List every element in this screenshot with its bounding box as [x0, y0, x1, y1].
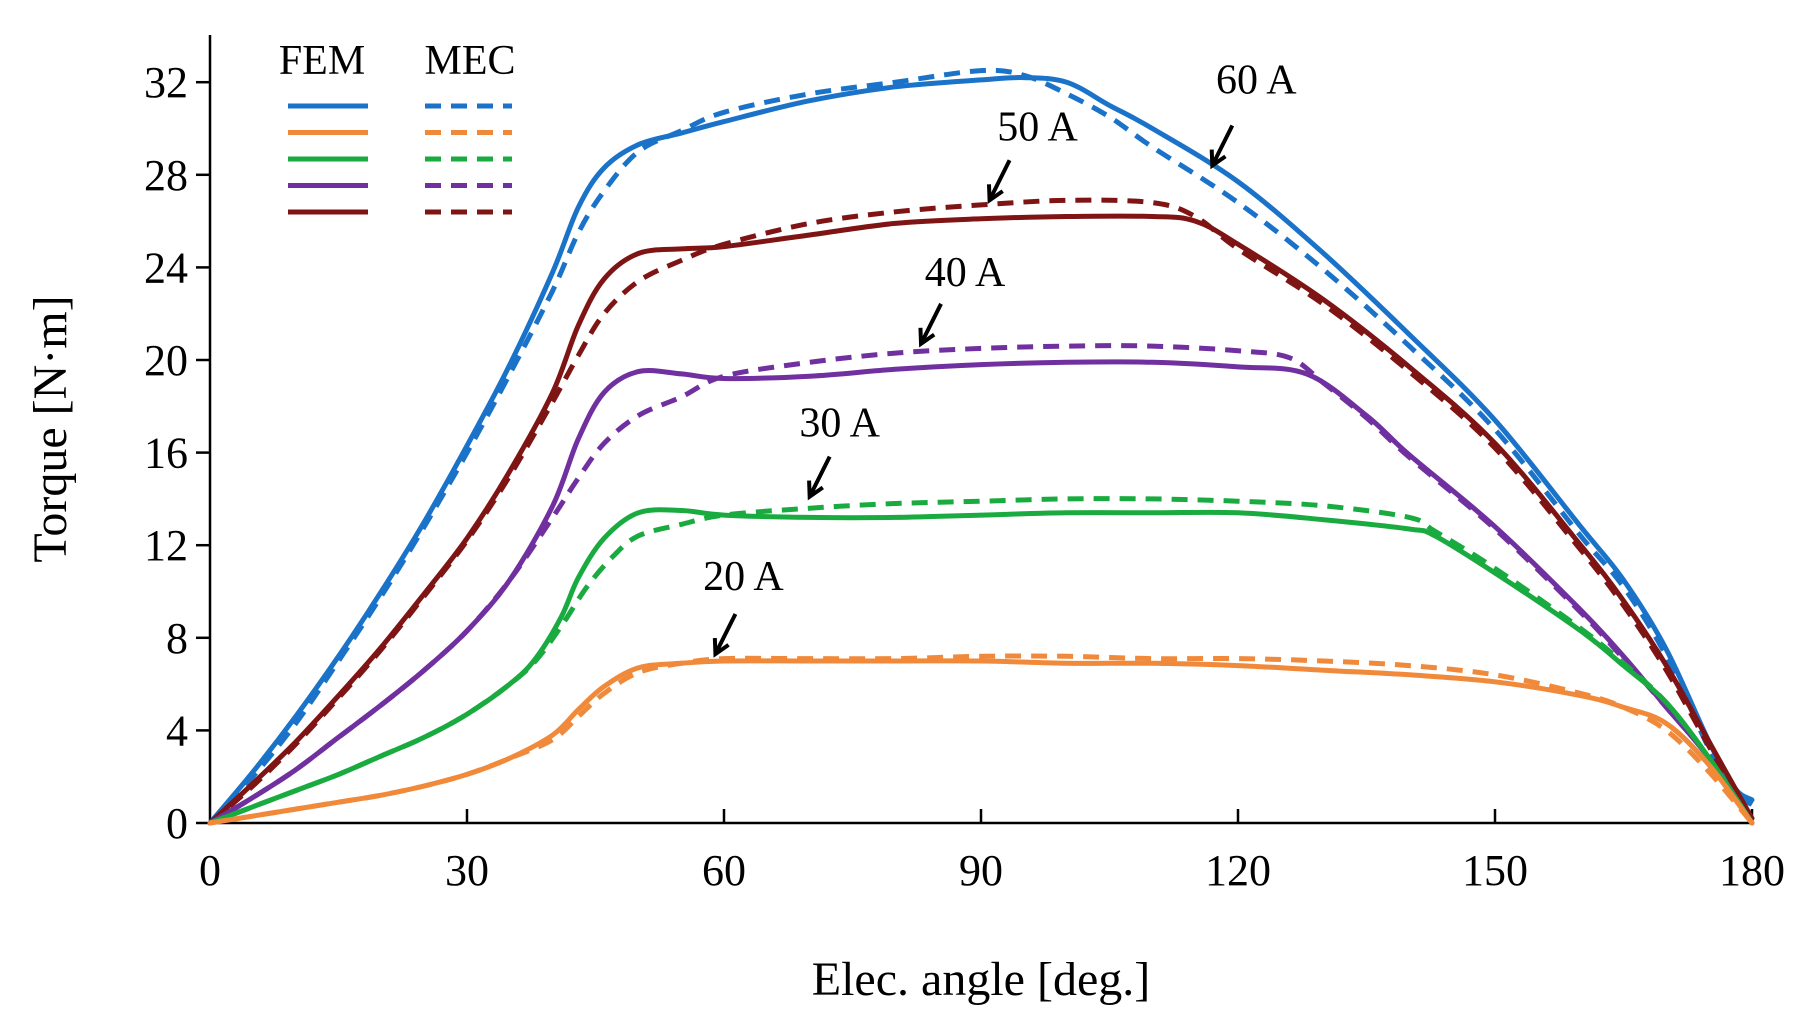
- y-ticks: 0 4 8 12 16 20 24 28 32: [144, 58, 210, 848]
- x-tick-label: 30: [445, 846, 489, 895]
- y-tick-label: 24: [144, 243, 188, 292]
- y-tick-label: 8: [166, 614, 188, 663]
- annotation-arrow-30-a: [807, 455, 832, 498]
- series-line-30-a-mec: [209, 496, 1755, 826]
- y-tick-label: 28: [144, 151, 188, 200]
- annotation-arrowhead-50-a: [986, 184, 1004, 204]
- annotation-arrow-50-a: [987, 159, 1012, 202]
- x-axis-title: Elec. angle [deg.]: [812, 953, 1150, 1006]
- annotation-arrow-20-a: [713, 613, 738, 655]
- series-line-20-a-fem: [207, 658, 1755, 826]
- annotation-arrow-40-a: [919, 302, 943, 345]
- annotation-label-60-a: 60 A: [1216, 58, 1297, 104]
- annotation-label-40-a: 40 A: [925, 250, 1006, 296]
- x-tick-label: 0: [199, 846, 221, 895]
- x-tick-label: 90: [959, 846, 1003, 895]
- annotation-arrowhead-30-a: [807, 480, 824, 501]
- annotations: 60 A 50 A 40 A 30 A 20 A: [703, 58, 1297, 658]
- y-tick-label: 32: [144, 58, 188, 107]
- series-line-60-a-fem: [207, 75, 1755, 826]
- series-group: [207, 67, 1755, 826]
- annotation-arrowhead-20-a: [712, 637, 730, 658]
- x-tick-label: 60: [702, 846, 746, 895]
- annotation-label-50-a: 50 A: [997, 104, 1078, 150]
- series-line-40-a-mec: [208, 343, 1755, 826]
- series-line-20-a-mec: [209, 653, 1754, 826]
- axes: [208, 35, 1752, 825]
- legend-header-mec: MEC: [424, 38, 515, 84]
- y-axis-title: Torque [N·m]: [24, 295, 77, 562]
- y-tick-label: 0: [166, 799, 188, 848]
- legend-header-fem: FEM: [279, 38, 365, 84]
- series-line-50-a-mec: [208, 197, 1755, 825]
- y-tick-label: 4: [166, 706, 188, 755]
- y-tick-label: 20: [144, 336, 188, 385]
- x-tick-label: 180: [1719, 846, 1785, 895]
- series-line-30-a-fem: [207, 507, 1755, 826]
- x-tick-label: 150: [1462, 846, 1528, 895]
- legend: FEM MEC: [279, 38, 516, 215]
- y-tick-label: 16: [144, 429, 188, 478]
- annotation-label-30-a: 30 A: [799, 401, 880, 447]
- annotation-arrow-60-a: [1210, 124, 1235, 167]
- annotation-label-20-a: 20 A: [703, 554, 784, 600]
- series-line-60-a-mec: [208, 67, 1754, 825]
- x-ticks: 0 30 60 90 120 150 180: [199, 809, 1785, 895]
- series-line-50-a-fem: [207, 213, 1755, 826]
- x-tick-label: 120: [1205, 846, 1271, 895]
- annotation-arrowhead-40-a: [918, 327, 936, 348]
- annotation-arrowhead-60-a: [1209, 149, 1227, 170]
- y-tick-label: 12: [144, 521, 188, 570]
